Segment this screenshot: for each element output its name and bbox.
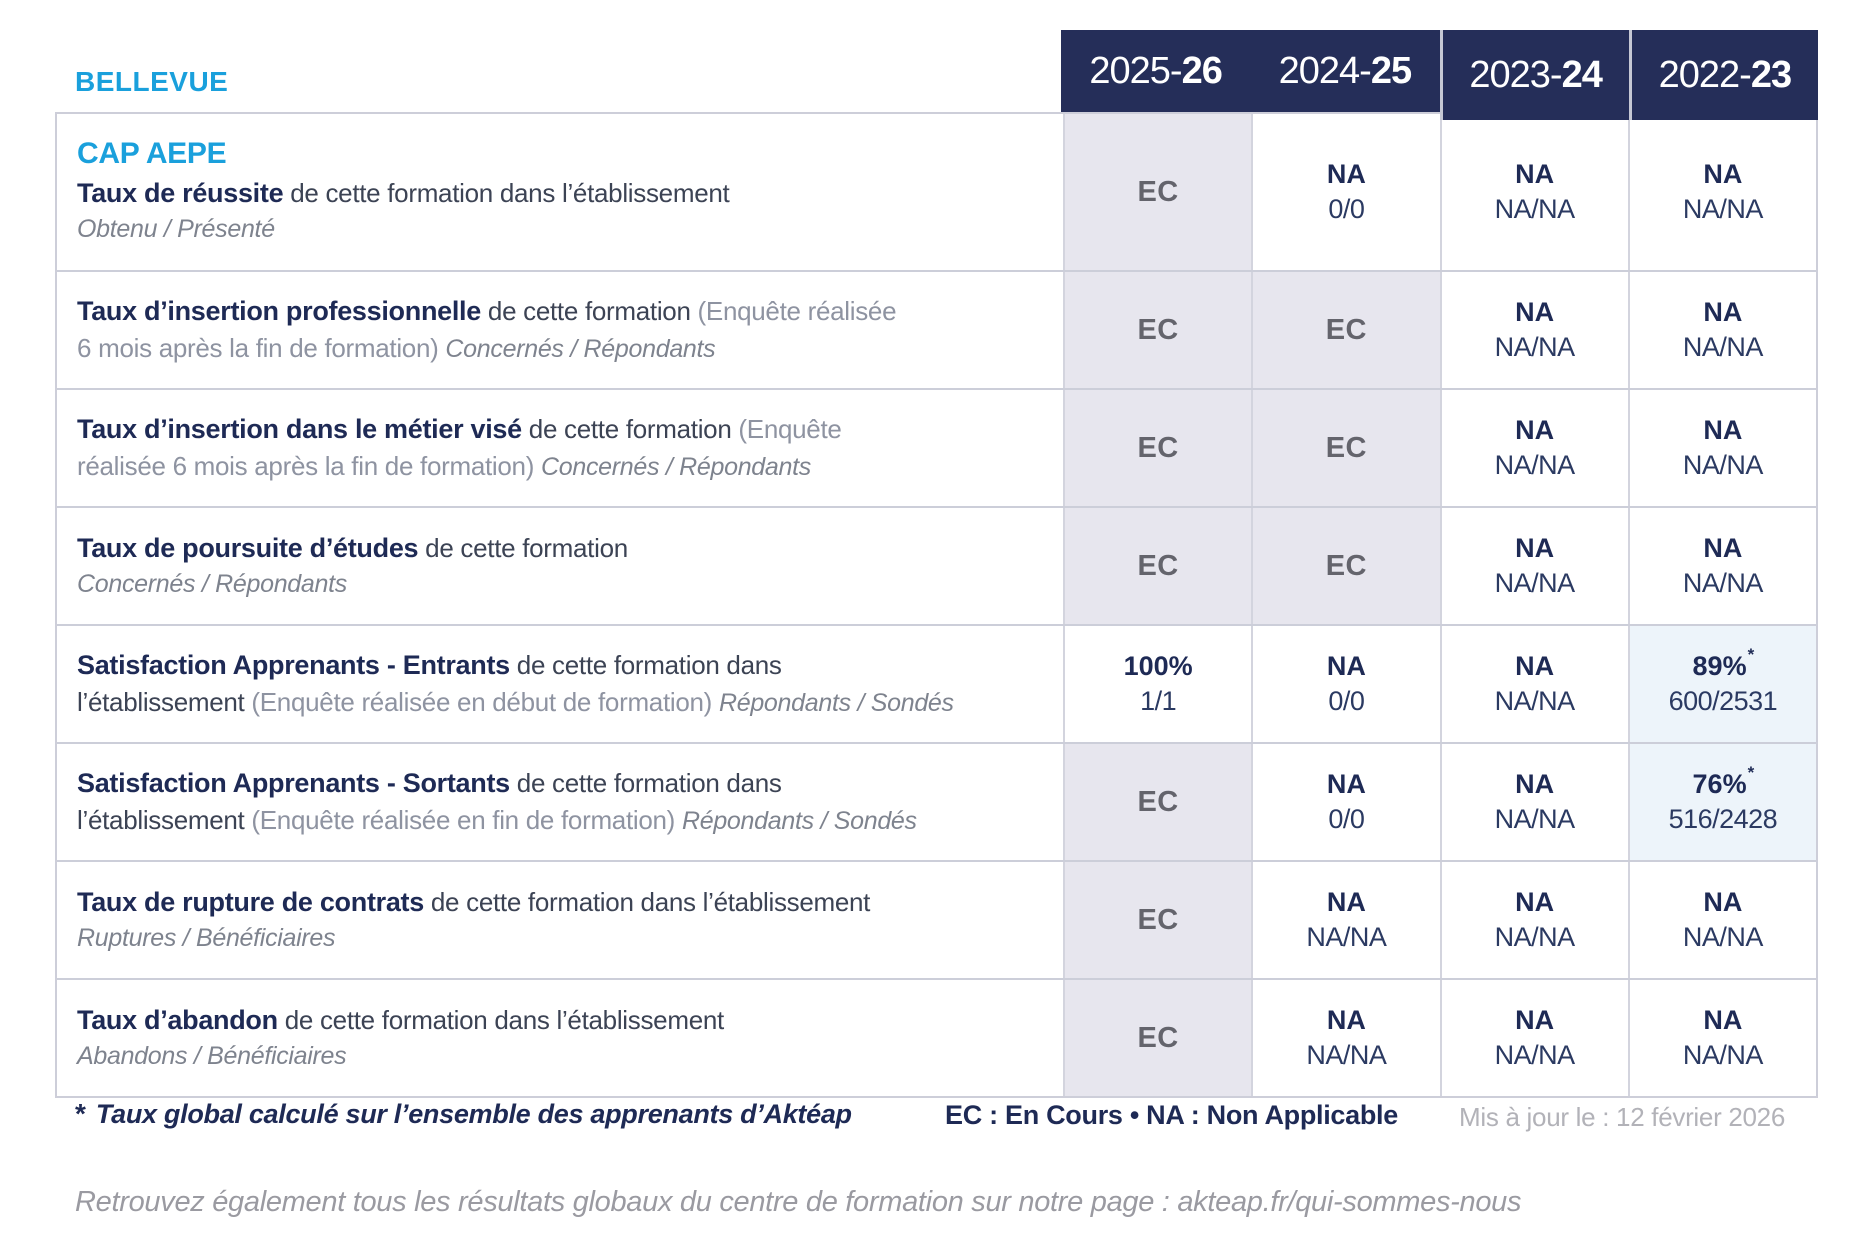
results-table: CAP AEPE Taux de réussite de cette format…: [55, 112, 1818, 1098]
value-cell: NA NA/NA: [1439, 980, 1628, 1096]
table-row: Taux d’insertion dans le métier visé de …: [57, 388, 1816, 506]
table-row: Taux d’abandon de cette formation dans l…: [57, 978, 1816, 1096]
value-cell: NA NA/NA: [1439, 626, 1628, 742]
value-cell: NA 0/0: [1251, 744, 1440, 860]
year-header-row: BELLEVUE 2025- 26 2024- 25 2023- 24 2022- 23: [55, 30, 1818, 120]
table-row: Taux d’insertion professionnelle de cett…: [57, 270, 1816, 388]
value-cell: NA NA/NA: [1439, 390, 1628, 506]
value-cell: EC: [1063, 508, 1252, 624]
value-cell: NA NA/NA: [1439, 272, 1628, 388]
table-row: CAP AEPE Taux de réussite de cette format…: [57, 114, 1816, 270]
footer: * Taux global calculé sur l’ensemble des …: [55, 1098, 1820, 1148]
program-title: CAP AEPE: [77, 137, 227, 171]
value-cell: NA NA/NA: [1627, 980, 1816, 1096]
value-cell: EC: [1063, 862, 1252, 978]
brand-cell: BELLEVUE: [55, 30, 1061, 120]
indicator-description: Taux d’abandon de cette formation dans l…: [77, 1005, 724, 1071]
value-cell: EC: [1063, 744, 1252, 860]
value-cell: EC: [1251, 272, 1440, 388]
indicator-label-cell: CAP AEPE Taux de réussite de cette format…: [57, 114, 1063, 270]
table-row: Taux de rupture de contrats de cette for…: [57, 860, 1816, 978]
table-row: Satisfaction Apprenants - Sortants de ce…: [57, 742, 1816, 860]
indicator-label-cell: Taux d’abandon de cette formation dans l…: [57, 980, 1063, 1096]
value-cell: EC: [1063, 114, 1252, 270]
value-cell: NA NA/NA: [1439, 508, 1628, 624]
value-cell: NA NA/NA: [1439, 862, 1628, 978]
year-column-header: 2023- 24: [1439, 30, 1629, 120]
value-cell: NA NA/NA: [1627, 114, 1816, 270]
table-row: Satisfaction Apprenants - Entrants de ce…: [57, 624, 1816, 742]
results-panel: BELLEVUE 2025- 26 2024- 25 2023- 24 2022- 23 CA…: [55, 30, 1818, 1098]
value-cell: NA NA/NA: [1627, 862, 1816, 978]
indicator-label-cell: Satisfaction Apprenants - Sortants de ce…: [57, 744, 1063, 860]
asterisk-marker: *: [1747, 645, 1755, 664]
asterisk-marker: *: [1747, 763, 1755, 782]
indicator-description: Taux d’insertion professionnelle de cett…: [77, 296, 897, 363]
site-name: BELLEVUE: [75, 66, 229, 97]
value-cell: NA 0/0: [1251, 114, 1440, 270]
value-cell: EC: [1063, 980, 1252, 1096]
value-cell: EC: [1251, 508, 1440, 624]
indicator-label-cell: Taux d’insertion dans le métier visé de …: [57, 390, 1063, 506]
value-cell: NA NA/NA: [1439, 744, 1628, 860]
table-row: Taux de poursuite d’études de cette form…: [57, 506, 1816, 624]
indicator-label-cell: Satisfaction Apprenants - Entrants de ce…: [57, 626, 1063, 742]
indicator-description: Satisfaction Apprenants - Sortants de ce…: [77, 768, 917, 835]
value-cell: EC: [1251, 390, 1440, 506]
year-column-header: 2025- 26: [1061, 30, 1251, 112]
value-cell: NA NA/NA: [1251, 980, 1440, 1096]
value-cell: 100% 1/1: [1063, 626, 1252, 742]
abbreviation-legend: EC : En Cours • NA : Non Applicable: [945, 1100, 1398, 1130]
asterisk-marker: *: [75, 1098, 86, 1129]
last-updated-text: Mis à jour le : 12 février 2026: [1459, 1102, 1785, 1132]
value-cell: 76%* 516/2428: [1627, 744, 1816, 860]
indicator-description: Taux de réussite de cette formation dans…: [77, 178, 730, 244]
indicator-description: Taux d’insertion dans le métier visé de …: [77, 414, 842, 481]
year-column-header: 2024- 25: [1250, 30, 1440, 112]
value-cell: NA NA/NA: [1627, 508, 1816, 624]
indicator-description: Taux de rupture de contrats de cette for…: [77, 887, 871, 953]
value-cell: NA NA/NA: [1251, 862, 1440, 978]
indicator-label-cell: Taux de poursuite d’études de cette form…: [57, 508, 1063, 624]
value-cell: NA NA/NA: [1439, 114, 1628, 270]
indicator-label-cell: Taux de rupture de contrats de cette for…: [57, 862, 1063, 978]
footnote-text: Taux global calculé sur l’ensemble des a…: [95, 1099, 852, 1129]
value-cell: EC: [1063, 390, 1252, 506]
value-cell: NA NA/NA: [1627, 272, 1816, 388]
indicator-label-cell: Taux d’insertion professionnelle de cett…: [57, 272, 1063, 388]
indicator-description: Satisfaction Apprenants - Entrants de ce…: [77, 650, 954, 717]
value-cell: EC: [1063, 272, 1252, 388]
value-cell: NA 0/0: [1251, 626, 1440, 742]
global-results-note: Retrouvez également tous les résultats g…: [75, 1186, 1522, 1218]
indicator-description: Taux de poursuite d’études de cette form…: [77, 533, 628, 599]
value-cell: NA NA/NA: [1627, 390, 1816, 506]
year-column-header: 2022- 23: [1628, 30, 1818, 120]
footnote: * Taux global calculé sur l’ensemble des …: [75, 1098, 852, 1130]
value-cell: 89%* 600/2531: [1627, 626, 1816, 742]
